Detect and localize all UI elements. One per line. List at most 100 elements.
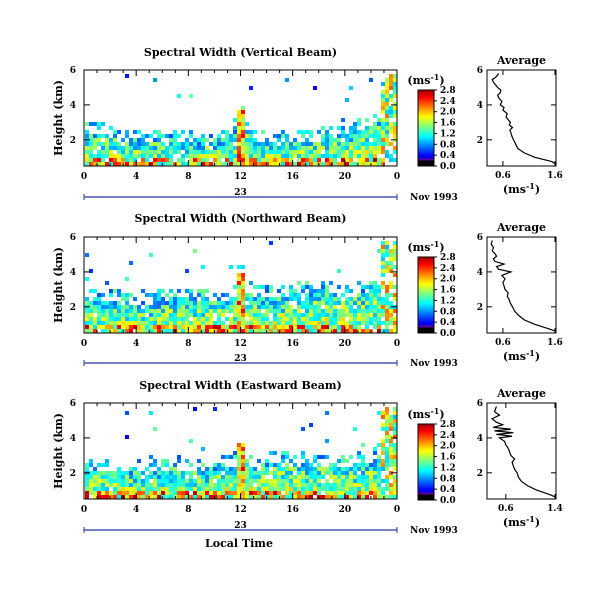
heatmap-cell <box>177 94 181 98</box>
heatmap-cell <box>201 475 205 479</box>
colorbar-strips <box>418 257 434 334</box>
heatmap-cell <box>325 134 329 138</box>
heatmap-cell <box>117 317 121 321</box>
heatmap-cell <box>345 134 349 138</box>
heatmap-cell <box>129 483 133 487</box>
heatmap-cell <box>353 130 357 134</box>
heatmap-cell <box>293 479 297 483</box>
heatmap-cell <box>261 325 265 329</box>
heatmap-cell <box>277 491 281 495</box>
heatmap-cell <box>109 325 113 329</box>
heatmap-cell <box>233 483 237 487</box>
heatmap-cell <box>317 463 321 467</box>
heatmap-cell <box>297 305 301 309</box>
colorbar-strip <box>418 456 434 459</box>
heatmap-cell <box>261 463 265 467</box>
heatmap-cell <box>241 305 245 309</box>
heatmap-cell <box>337 483 341 487</box>
heatmap-cell <box>393 491 397 495</box>
heatmap-cell <box>125 154 129 158</box>
heatmap-cell <box>341 467 345 471</box>
heatmap-cell <box>137 479 141 483</box>
heatmap-cell <box>205 150 209 154</box>
heatmap-cell <box>393 411 397 415</box>
heatmap-cell <box>149 471 153 475</box>
heatmap-cell <box>201 321 205 325</box>
heatmap-cell <box>265 467 269 471</box>
heatmap-cell <box>305 285 309 289</box>
heatmap-cell <box>225 130 229 134</box>
heatmap-cell <box>385 407 389 411</box>
colorbar-strip <box>418 289 434 292</box>
heatmap-cell <box>217 471 221 475</box>
heatmap-cell <box>189 475 193 479</box>
heatmap-cell <box>185 313 189 317</box>
heatmap-cell <box>277 471 281 475</box>
heatmap-cell <box>329 475 333 479</box>
heatmap-cell <box>113 317 117 321</box>
heatmap-cell <box>233 130 237 134</box>
heatmap-cell <box>333 325 337 329</box>
heatmap-cell <box>237 443 241 447</box>
heatmap-cell <box>317 142 321 146</box>
heatmap-cell <box>301 158 305 162</box>
colorbar-strip <box>418 160 434 163</box>
colorbar-tick-label: 2.4 <box>440 97 456 107</box>
heatmap-cell <box>317 146 321 150</box>
colorbar-strip <box>418 321 434 324</box>
colorbar-strip <box>418 466 434 469</box>
heatmap-cell <box>333 146 337 150</box>
heatmap-cell <box>121 487 125 491</box>
heatmap-cell <box>229 158 233 162</box>
heatmap-cell <box>109 289 113 293</box>
heatmap-cell <box>241 447 245 451</box>
heatmap-cell <box>345 289 349 293</box>
heatmap-cell <box>137 329 141 333</box>
heatmap-cell <box>361 487 365 491</box>
heatmap-cell <box>253 150 257 154</box>
heatmap-cell <box>129 154 133 158</box>
colorbar-strip <box>418 442 434 445</box>
heatmap-cell <box>385 285 389 289</box>
heatmap-cell <box>197 321 201 325</box>
heatmap-cell <box>293 138 297 142</box>
heatmap-cell <box>193 495 197 499</box>
heatmap-cell <box>185 146 189 150</box>
heatmap-cell <box>141 146 145 150</box>
heatmap-cell <box>177 142 181 146</box>
heatmap-cell <box>233 467 237 471</box>
heatmap-cell <box>269 241 273 245</box>
heatmap-cell <box>277 162 281 166</box>
heatmap-cell <box>273 329 277 333</box>
heatmap-cell <box>189 487 193 491</box>
heatmap-cell <box>265 309 269 313</box>
heatmap-cell <box>345 329 349 333</box>
heatmap-cell <box>221 142 225 146</box>
heatmap-cell <box>325 142 329 146</box>
heatmap-cell <box>105 325 109 329</box>
heatmap-cell <box>393 106 397 110</box>
heatmap-cell <box>345 150 349 154</box>
heatmap-cell <box>345 98 349 102</box>
heatmap-cell <box>301 134 305 138</box>
heatmap-cell <box>225 142 229 146</box>
heatmap-cell <box>169 301 173 305</box>
heatmap-cell <box>209 321 213 325</box>
heatmap-cell <box>361 475 365 479</box>
heatmap-cell <box>177 146 181 150</box>
heatmap-cell <box>169 142 173 146</box>
heatmap-cell <box>237 455 241 459</box>
heatmap-cell <box>101 154 105 158</box>
heatmap-cell <box>369 130 373 134</box>
heatmap-cell <box>305 154 309 158</box>
heatmap-cell <box>369 309 373 313</box>
heatmap-cell <box>89 138 93 142</box>
heatmap-cell <box>269 142 273 146</box>
x-tick-label: 0 <box>81 339 87 349</box>
heatmap-cell <box>221 495 225 499</box>
heatmap-cell <box>245 305 249 309</box>
colorbar-strip <box>418 480 434 483</box>
heatmap-cell <box>337 269 341 273</box>
heatmap-cell <box>393 273 397 277</box>
